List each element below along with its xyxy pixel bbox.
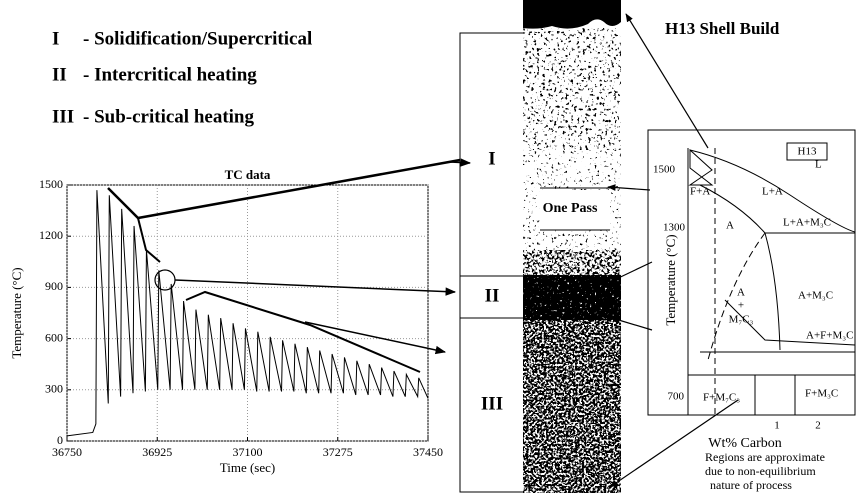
pd-region: L+A bbox=[762, 186, 783, 198]
x-tick-label: 36925 bbox=[142, 445, 172, 459]
texture bbox=[523, 275, 621, 320]
legend-text: - Solidification/Supercritical bbox=[83, 28, 312, 49]
tc-chart: 0 300 600 900 1200 1500 36750 36925 37100 37275 37… bbox=[9, 167, 443, 475]
y-tick-label: 600 bbox=[45, 330, 63, 344]
phase-diagram-labels: H13 1500 1300 700 1 2 Temperature (°C) W… bbox=[653, 146, 853, 452]
pd-region: M₇C₃ bbox=[729, 314, 754, 326]
arrow bbox=[609, 399, 739, 488]
chart-title: TC data bbox=[225, 167, 271, 182]
micrograph-title: H13 Shell Build bbox=[665, 19, 780, 38]
pd-region: F+A bbox=[690, 186, 710, 198]
pd-ytick: 1500 bbox=[653, 164, 676, 176]
zone-frame bbox=[459, 32, 523, 493]
zone-label: II bbox=[485, 285, 500, 306]
zone-box bbox=[459, 32, 523, 493]
micrograph: One Pass bbox=[523, 0, 621, 493]
x-tick-label: 36750 bbox=[52, 445, 82, 459]
pd-region: L bbox=[815, 159, 822, 171]
legend-text: - Intercritical heating bbox=[83, 64, 257, 85]
solidus bbox=[699, 184, 855, 234]
phase-diagram bbox=[647, 129, 856, 416]
arrow bbox=[625, 13, 709, 149]
pd-region: A bbox=[726, 220, 734, 232]
pd-region: F+M₃C bbox=[805, 388, 838, 400]
note: Regions are approximate due to non-equil… bbox=[705, 450, 825, 492]
pass-label: One Pass bbox=[543, 201, 598, 216]
legend-numeral: II bbox=[52, 64, 67, 85]
x-axis-label: Time (sec) bbox=[220, 460, 276, 475]
note-line: due to non-equilibrium bbox=[705, 464, 816, 478]
x-tick-label: 37275 bbox=[323, 445, 353, 459]
pd-frame bbox=[647, 129, 856, 416]
pd-region: L+A+M₃C bbox=[783, 217, 831, 229]
pd-ytick: 700 bbox=[668, 391, 685, 403]
arrow bbox=[607, 184, 651, 191]
temperature-line bbox=[66, 190, 429, 437]
arrow bbox=[609, 261, 653, 283]
boundary bbox=[764, 232, 781, 351]
pd-region: A+M₃C bbox=[798, 290, 833, 302]
y-tick-label: 300 bbox=[45, 382, 63, 396]
texture bbox=[523, 320, 621, 493]
zone-label: III bbox=[481, 393, 503, 414]
envelope-line bbox=[185, 290, 421, 373]
y-tick-label: 900 bbox=[45, 279, 63, 293]
pd-region: A bbox=[737, 287, 745, 299]
acm-line bbox=[707, 232, 766, 361]
note-line: nature of process bbox=[710, 478, 792, 492]
pd-region: F+M₇C₃ bbox=[703, 392, 740, 404]
y-axis-label: Temperature (°C) bbox=[9, 267, 24, 358]
x-tick-label: 37450 bbox=[413, 445, 443, 459]
top-layer bbox=[523, 0, 621, 29]
legend-numeral: I bbox=[52, 28, 59, 49]
y-tick-label: 1500 bbox=[39, 177, 63, 191]
y-tick-label: 1200 bbox=[39, 228, 63, 242]
pd-x-label: Wt% Carbon bbox=[708, 436, 781, 451]
envelope-line bbox=[137, 217, 161, 263]
chart-annotations bbox=[107, 158, 472, 373]
legend-numeral: III bbox=[52, 106, 74, 127]
legend: I - Solidification/Supercritical II - In… bbox=[52, 28, 312, 127]
y-tick-label: 0 bbox=[57, 433, 63, 447]
pd-ytick: 1300 bbox=[663, 222, 686, 234]
pd-label: H13 bbox=[798, 146, 817, 158]
texture bbox=[523, 28, 621, 150]
pd-xtick: 2 bbox=[815, 420, 821, 432]
pd-y-label: Temperature (°C) bbox=[663, 234, 678, 325]
arrow bbox=[304, 321, 447, 355]
label-bg bbox=[540, 190, 610, 230]
pd-label-box bbox=[786, 142, 828, 161]
note-line: Regions are approximate bbox=[705, 450, 825, 464]
arrow bbox=[611, 316, 653, 331]
boundary bbox=[724, 299, 856, 346]
pd-region: + bbox=[738, 300, 744, 312]
pd-region: A+F+M₃C bbox=[806, 330, 853, 342]
legend-text: - Sub-critical heating bbox=[83, 106, 254, 127]
liquidus bbox=[689, 149, 856, 233]
x-tick-label: 37100 bbox=[233, 445, 263, 459]
texture bbox=[523, 250, 621, 275]
arrow bbox=[174, 279, 457, 296]
pd-xtick: 1 bbox=[774, 420, 780, 432]
pd-arrows bbox=[607, 184, 739, 488]
zone-label: I bbox=[488, 148, 495, 169]
